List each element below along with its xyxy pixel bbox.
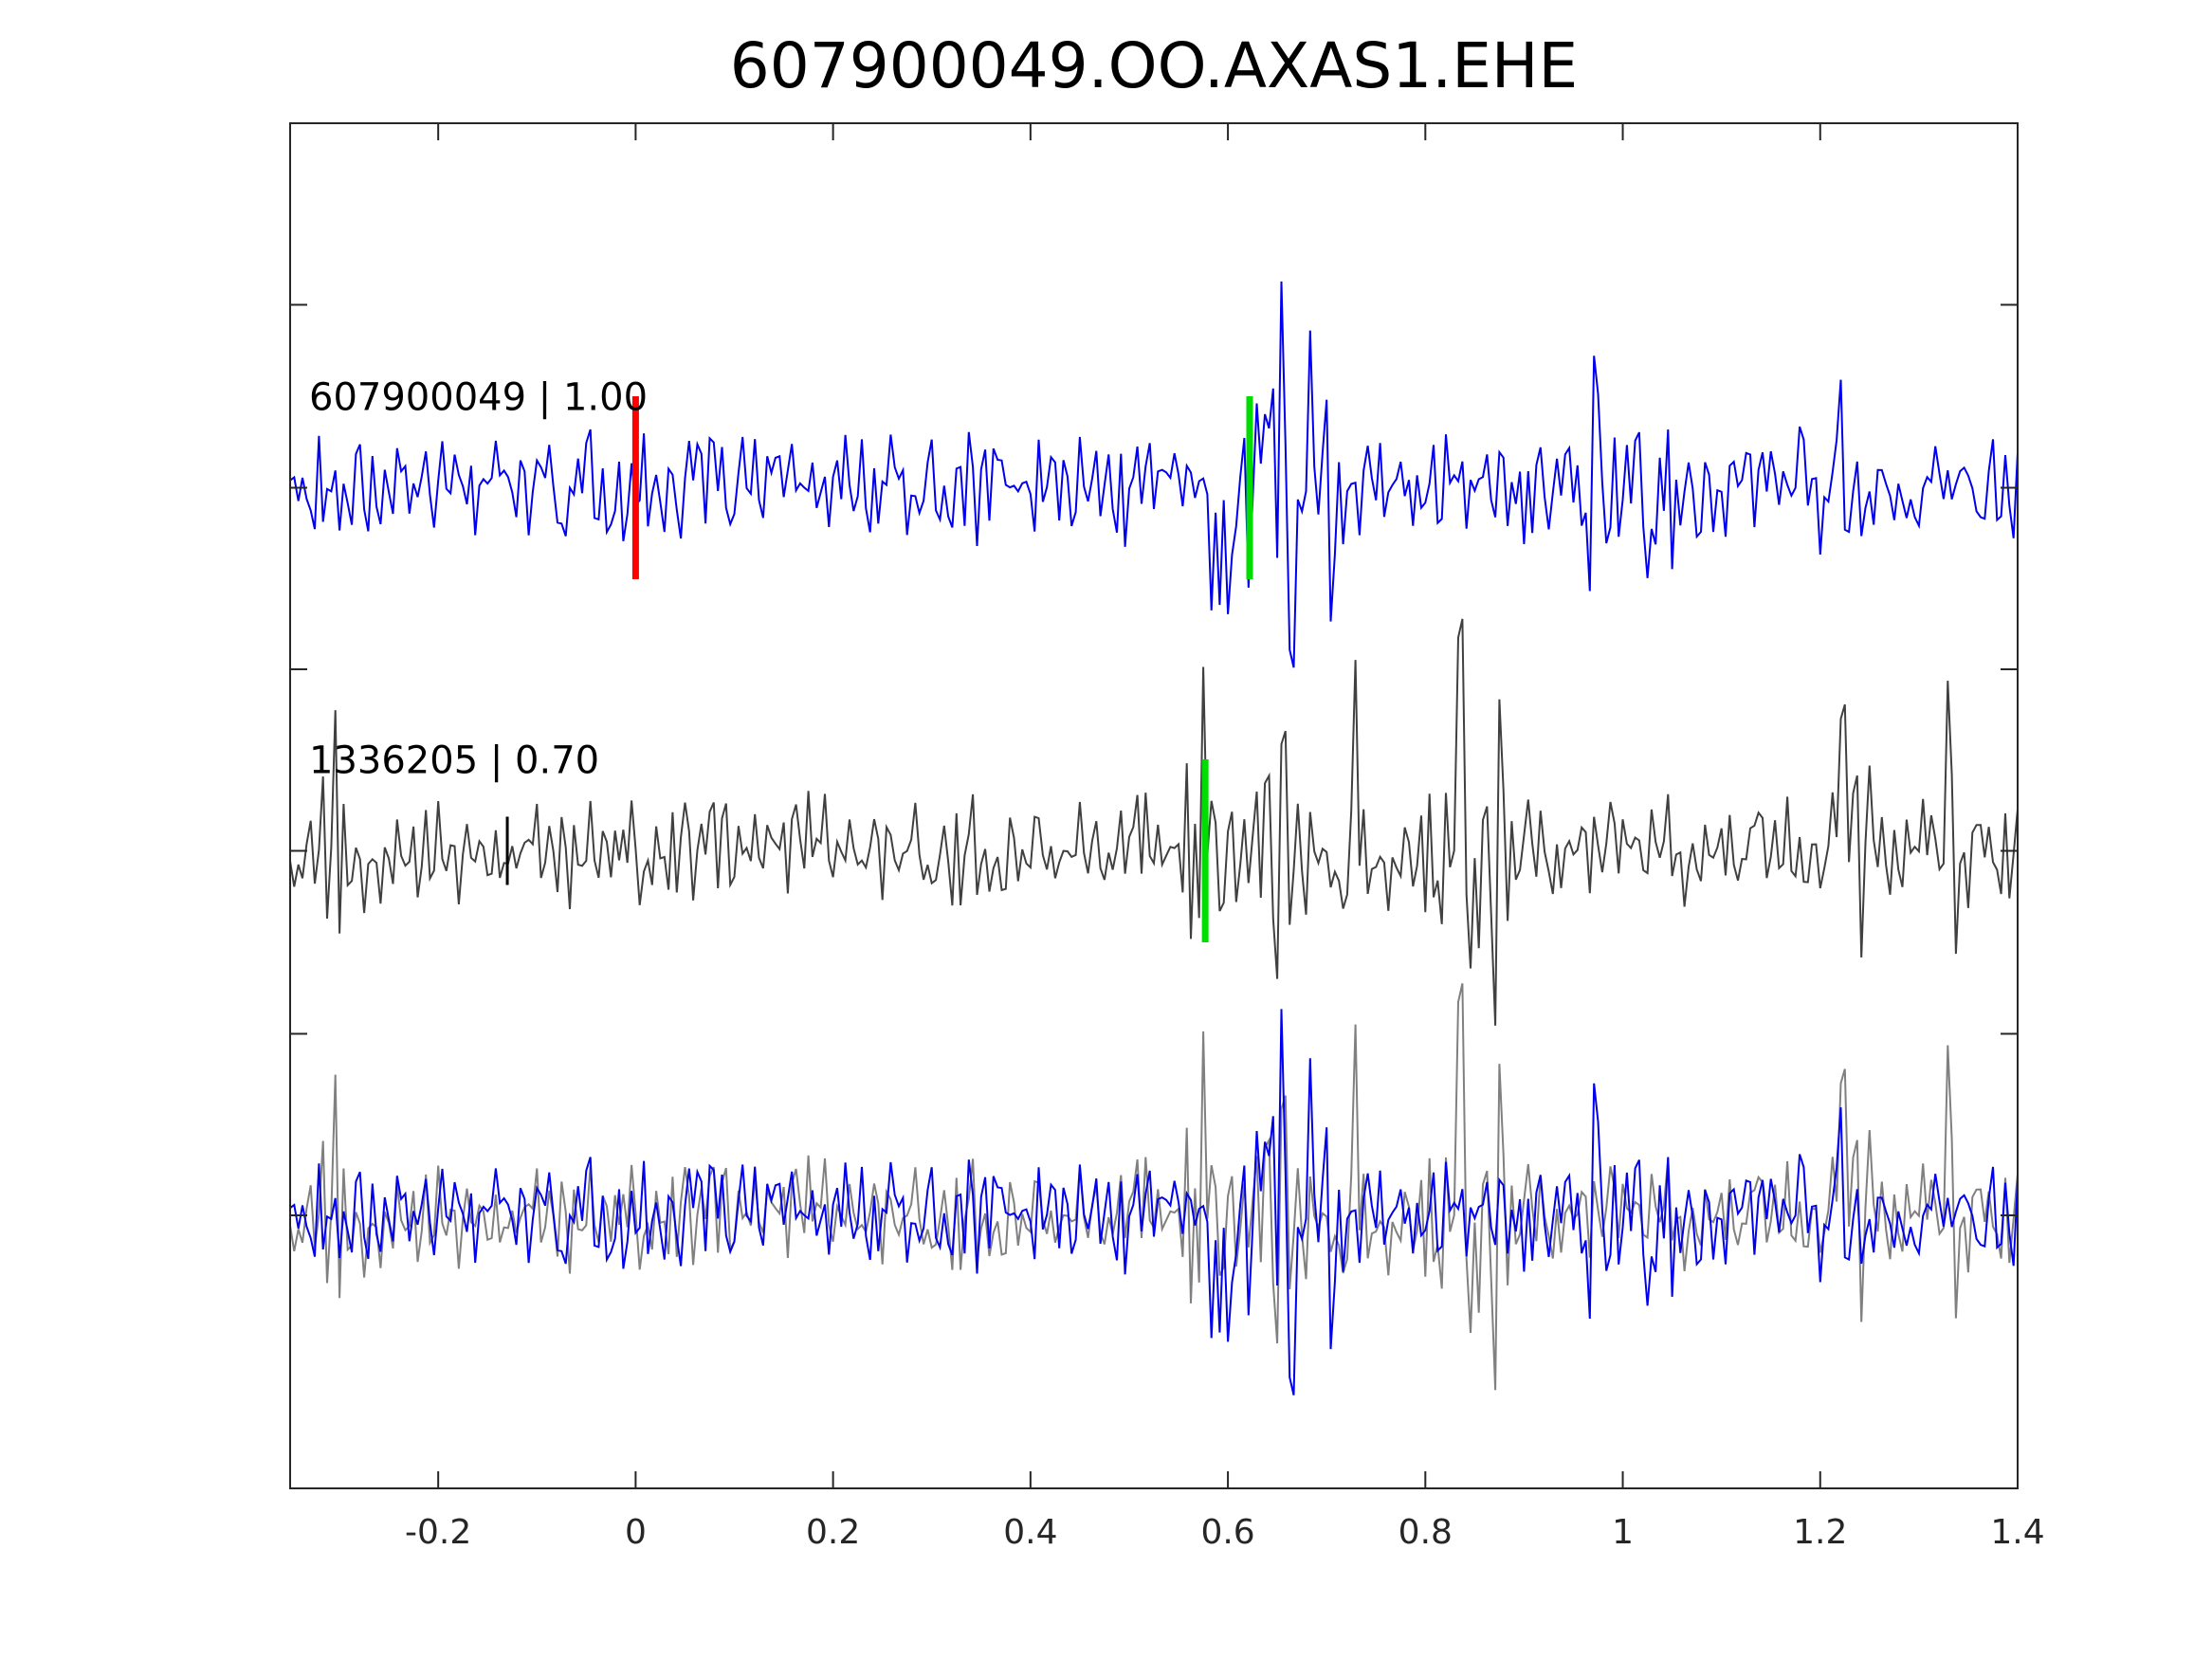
axes-layer: -0.2 0 0.2 0.4 0.6 0.8 1 1.2 1.4 [289, 122, 2045, 1552]
trace-line-0 [289, 281, 2019, 668]
x-tick-label: 0.4 [1003, 1513, 1057, 1552]
plot-area [290, 123, 2018, 1488]
trace-labels-layer: 607900049 | 1.00 1336205 | 0.70 [309, 375, 648, 782]
x-tick-label: 1.4 [1990, 1513, 2044, 1552]
x-tick-label: 0.8 [1398, 1513, 1453, 1552]
x-tick-label: 0.2 [806, 1513, 860, 1552]
axes-frame [289, 122, 2019, 1489]
trace-label-0: 607900049 | 1.00 [309, 375, 648, 419]
x-tick-label: 1.2 [1793, 1513, 1847, 1552]
trace-label-1: 1336205 | 0.70 [309, 739, 599, 783]
x-tick-label: 1 [1612, 1513, 1634, 1552]
plot-background [290, 123, 2018, 1488]
overlay-line-0 [289, 1009, 2019, 1395]
x-tick-label: 0 [625, 1513, 647, 1552]
traces-layer [289, 281, 2019, 1395]
x-tick-label: -0.2 [405, 1513, 471, 1552]
picks-layer [505, 396, 1253, 942]
x-tick-label: 0.6 [1200, 1513, 1254, 1552]
trace-line-1 [289, 618, 2019, 1026]
chart-title: 607900049.OO.AXAS1.EHE [730, 29, 1579, 102]
